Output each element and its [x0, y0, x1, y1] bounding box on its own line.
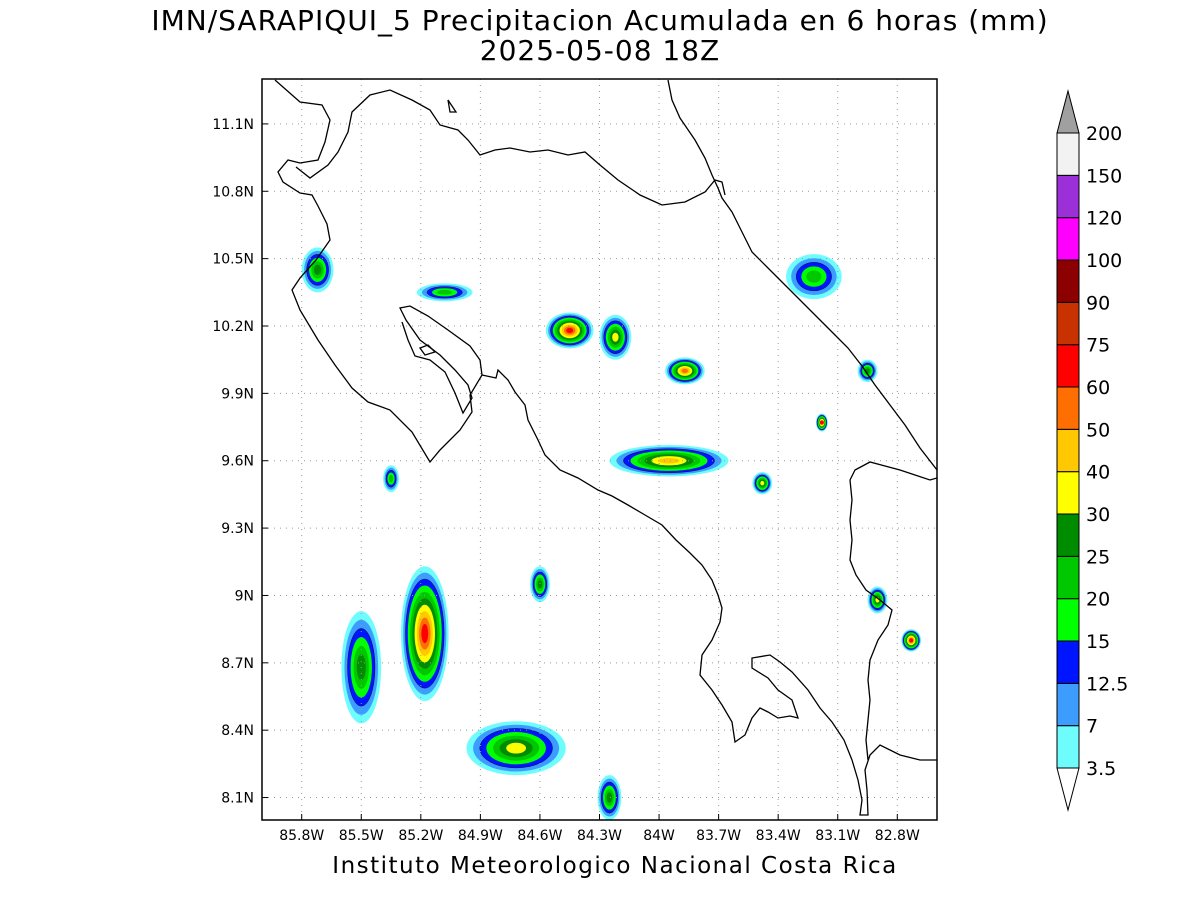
legend-level-label: 20	[1086, 589, 1110, 611]
lon-tick-label: 83.4W	[756, 828, 801, 844]
lat-tick-label: 9.6N	[221, 454, 254, 470]
lat-tick-label: 9.9N	[221, 386, 254, 402]
legend-level-label: 120	[1086, 208, 1122, 230]
precip-cell-10-level-7	[506, 742, 527, 754]
longitude-labels: 85.8W 85.5W 85.2W 84.9W 84.6W 84.3W 84W 83.7W 83…	[279, 814, 920, 844]
legend-level-label: 200	[1086, 123, 1122, 145]
legend-swatch	[1056, 344, 1080, 388]
legend-level-label: 30	[1086, 504, 1110, 526]
legend-level-label: 150	[1086, 165, 1122, 187]
legend-swatch	[1056, 174, 1080, 219]
precip-cell-2-level-10	[566, 327, 574, 334]
lon-tick-label: 85.8W	[279, 828, 324, 844]
legend-swatch	[1056, 513, 1080, 557]
precip-cell-3-level-7	[612, 332, 619, 342]
lat-tick-label: 10.5N	[212, 252, 254, 268]
legend-level-label: 40	[1086, 462, 1110, 484]
lon-tick-label: 83.7W	[696, 828, 741, 844]
legend-level-label: 90	[1086, 292, 1110, 314]
legend-level-label: 12.5	[1086, 673, 1128, 695]
precip-cell-17-level-6	[537, 580, 543, 589]
legend-swatch	[1056, 428, 1080, 473]
legend-swatch	[1056, 259, 1080, 303]
lat-tick-label: 10.2N	[212, 319, 254, 335]
legend-level-label: 15	[1086, 631, 1110, 653]
legend-level-label: 3.5	[1086, 758, 1116, 780]
precip-cell-6-level-7	[760, 480, 765, 486]
lon-tick-label: 84.3W	[577, 828, 622, 844]
precip-cell-14-level-10	[819, 420, 824, 425]
legend-swatch	[1056, 471, 1080, 515]
lat-tick-label: 10.8N	[212, 184, 254, 200]
precip-cell-12-level-10	[909, 638, 914, 643]
legend-min-arrow	[1056, 767, 1080, 812]
lat-tick-label: 8.1N	[221, 791, 254, 807]
lat-tick-label: 9.3N	[221, 521, 254, 537]
lon-tick-label: 85.2W	[398, 828, 443, 844]
legend-swatch	[1056, 386, 1080, 430]
footer-credit: Instituto Meteorologico Nacional Costa R…	[332, 853, 898, 879]
lat-tick-label: 8.7N	[221, 656, 254, 672]
lon-tick-label: 84.6W	[517, 828, 562, 844]
legend-level-label: 25	[1086, 546, 1110, 568]
legend-level-label: 100	[1086, 250, 1122, 272]
legend-swatch	[1056, 682, 1080, 727]
lat-tick-label: 8.4N	[221, 723, 254, 739]
precip-cell-1-level-5	[437, 289, 453, 295]
legend-level-label: 50	[1086, 419, 1110, 441]
legend-level-label: 75	[1086, 335, 1110, 357]
lon-tick-label: 82.8W	[875, 828, 920, 844]
precip-cell-7-level-5	[806, 270, 822, 283]
coastline-borders	[274, 79, 937, 816]
precip-cell-0-level-6	[313, 264, 322, 276]
legend-swatch	[1056, 217, 1080, 261]
legend-level-label: 7	[1086, 716, 1098, 738]
legend-swatch	[1056, 725, 1080, 769]
precip-cell-4-level-9	[681, 368, 689, 374]
latitude-labels: 11.1N 10.8N 10.5N 10.2N 9.9N 9.6N 9.3N 9N 8.7N 8.…	[212, 117, 268, 807]
lat-tick-label: 9N	[235, 588, 254, 604]
precip-cell-8-level-10	[421, 624, 429, 644]
lon-tick-label: 84W	[643, 828, 675, 844]
precip-cell-16-level-5	[388, 475, 394, 483]
lat-tick-label: 11.1N	[212, 117, 254, 133]
legend-swatch	[1056, 301, 1080, 346]
legend-swatch	[1056, 640, 1080, 684]
legend-swatch	[1056, 132, 1080, 176]
lon-tick-label: 84.9W	[458, 828, 503, 844]
map-title: IMN/SARAPIQUI_5 Precipitacion Acumulada …	[151, 4, 1049, 37]
legend-level-label: 60	[1086, 377, 1110, 399]
legend-max-arrow	[1056, 89, 1080, 134]
lon-tick-label: 85.5W	[339, 828, 384, 844]
precip-cell-5-level-8	[658, 457, 680, 464]
lon-tick-label: 83.1W	[815, 828, 860, 844]
legend-swatch	[1056, 598, 1080, 642]
precip-cell-11-level-6	[606, 792, 613, 803]
map-subtitle: 2025-05-08 18Z	[479, 34, 721, 67]
legend-swatch	[1056, 555, 1080, 600]
